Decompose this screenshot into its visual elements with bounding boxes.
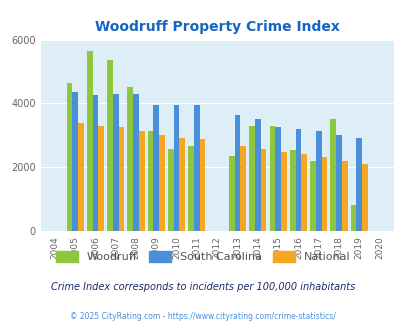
- Bar: [356, 138, 361, 231]
- Bar: [249, 126, 254, 231]
- Bar: [72, 92, 78, 231]
- Bar: [159, 135, 164, 231]
- Bar: [301, 154, 306, 231]
- Bar: [228, 156, 234, 231]
- Bar: [315, 130, 321, 231]
- Bar: [179, 139, 185, 231]
- Bar: [341, 161, 347, 231]
- Bar: [133, 94, 139, 231]
- Bar: [118, 127, 124, 231]
- Bar: [280, 152, 286, 231]
- Bar: [92, 95, 98, 231]
- Bar: [113, 94, 118, 231]
- Bar: [139, 130, 144, 231]
- Bar: [350, 206, 356, 231]
- Bar: [168, 149, 173, 231]
- Bar: [269, 126, 275, 231]
- Bar: [127, 87, 133, 231]
- Bar: [98, 126, 104, 231]
- Bar: [260, 149, 266, 231]
- Text: Crime Index corresponds to incidents per 100,000 inhabitants: Crime Index corresponds to incidents per…: [51, 282, 354, 292]
- Bar: [188, 147, 194, 231]
- Bar: [289, 150, 295, 231]
- Bar: [78, 122, 83, 231]
- Bar: [153, 105, 159, 231]
- Bar: [275, 127, 280, 231]
- Bar: [194, 105, 199, 231]
- Bar: [295, 129, 301, 231]
- Bar: [254, 119, 260, 231]
- Legend: Woodruff, South Carolina, National: Woodruff, South Carolina, National: [51, 247, 354, 267]
- Bar: [107, 60, 113, 231]
- Bar: [361, 164, 367, 231]
- Bar: [234, 115, 240, 231]
- Bar: [240, 146, 245, 231]
- Bar: [335, 135, 341, 231]
- Bar: [87, 51, 92, 231]
- Text: © 2025 CityRating.com - https://www.cityrating.com/crime-statistics/: © 2025 CityRating.com - https://www.city…: [70, 312, 335, 321]
- Bar: [321, 157, 326, 231]
- Bar: [330, 119, 335, 231]
- Bar: [147, 130, 153, 231]
- Bar: [309, 161, 315, 231]
- Title: Woodruff Property Crime Index: Woodruff Property Crime Index: [94, 20, 339, 34]
- Bar: [199, 139, 205, 231]
- Bar: [173, 105, 179, 231]
- Bar: [66, 83, 72, 231]
